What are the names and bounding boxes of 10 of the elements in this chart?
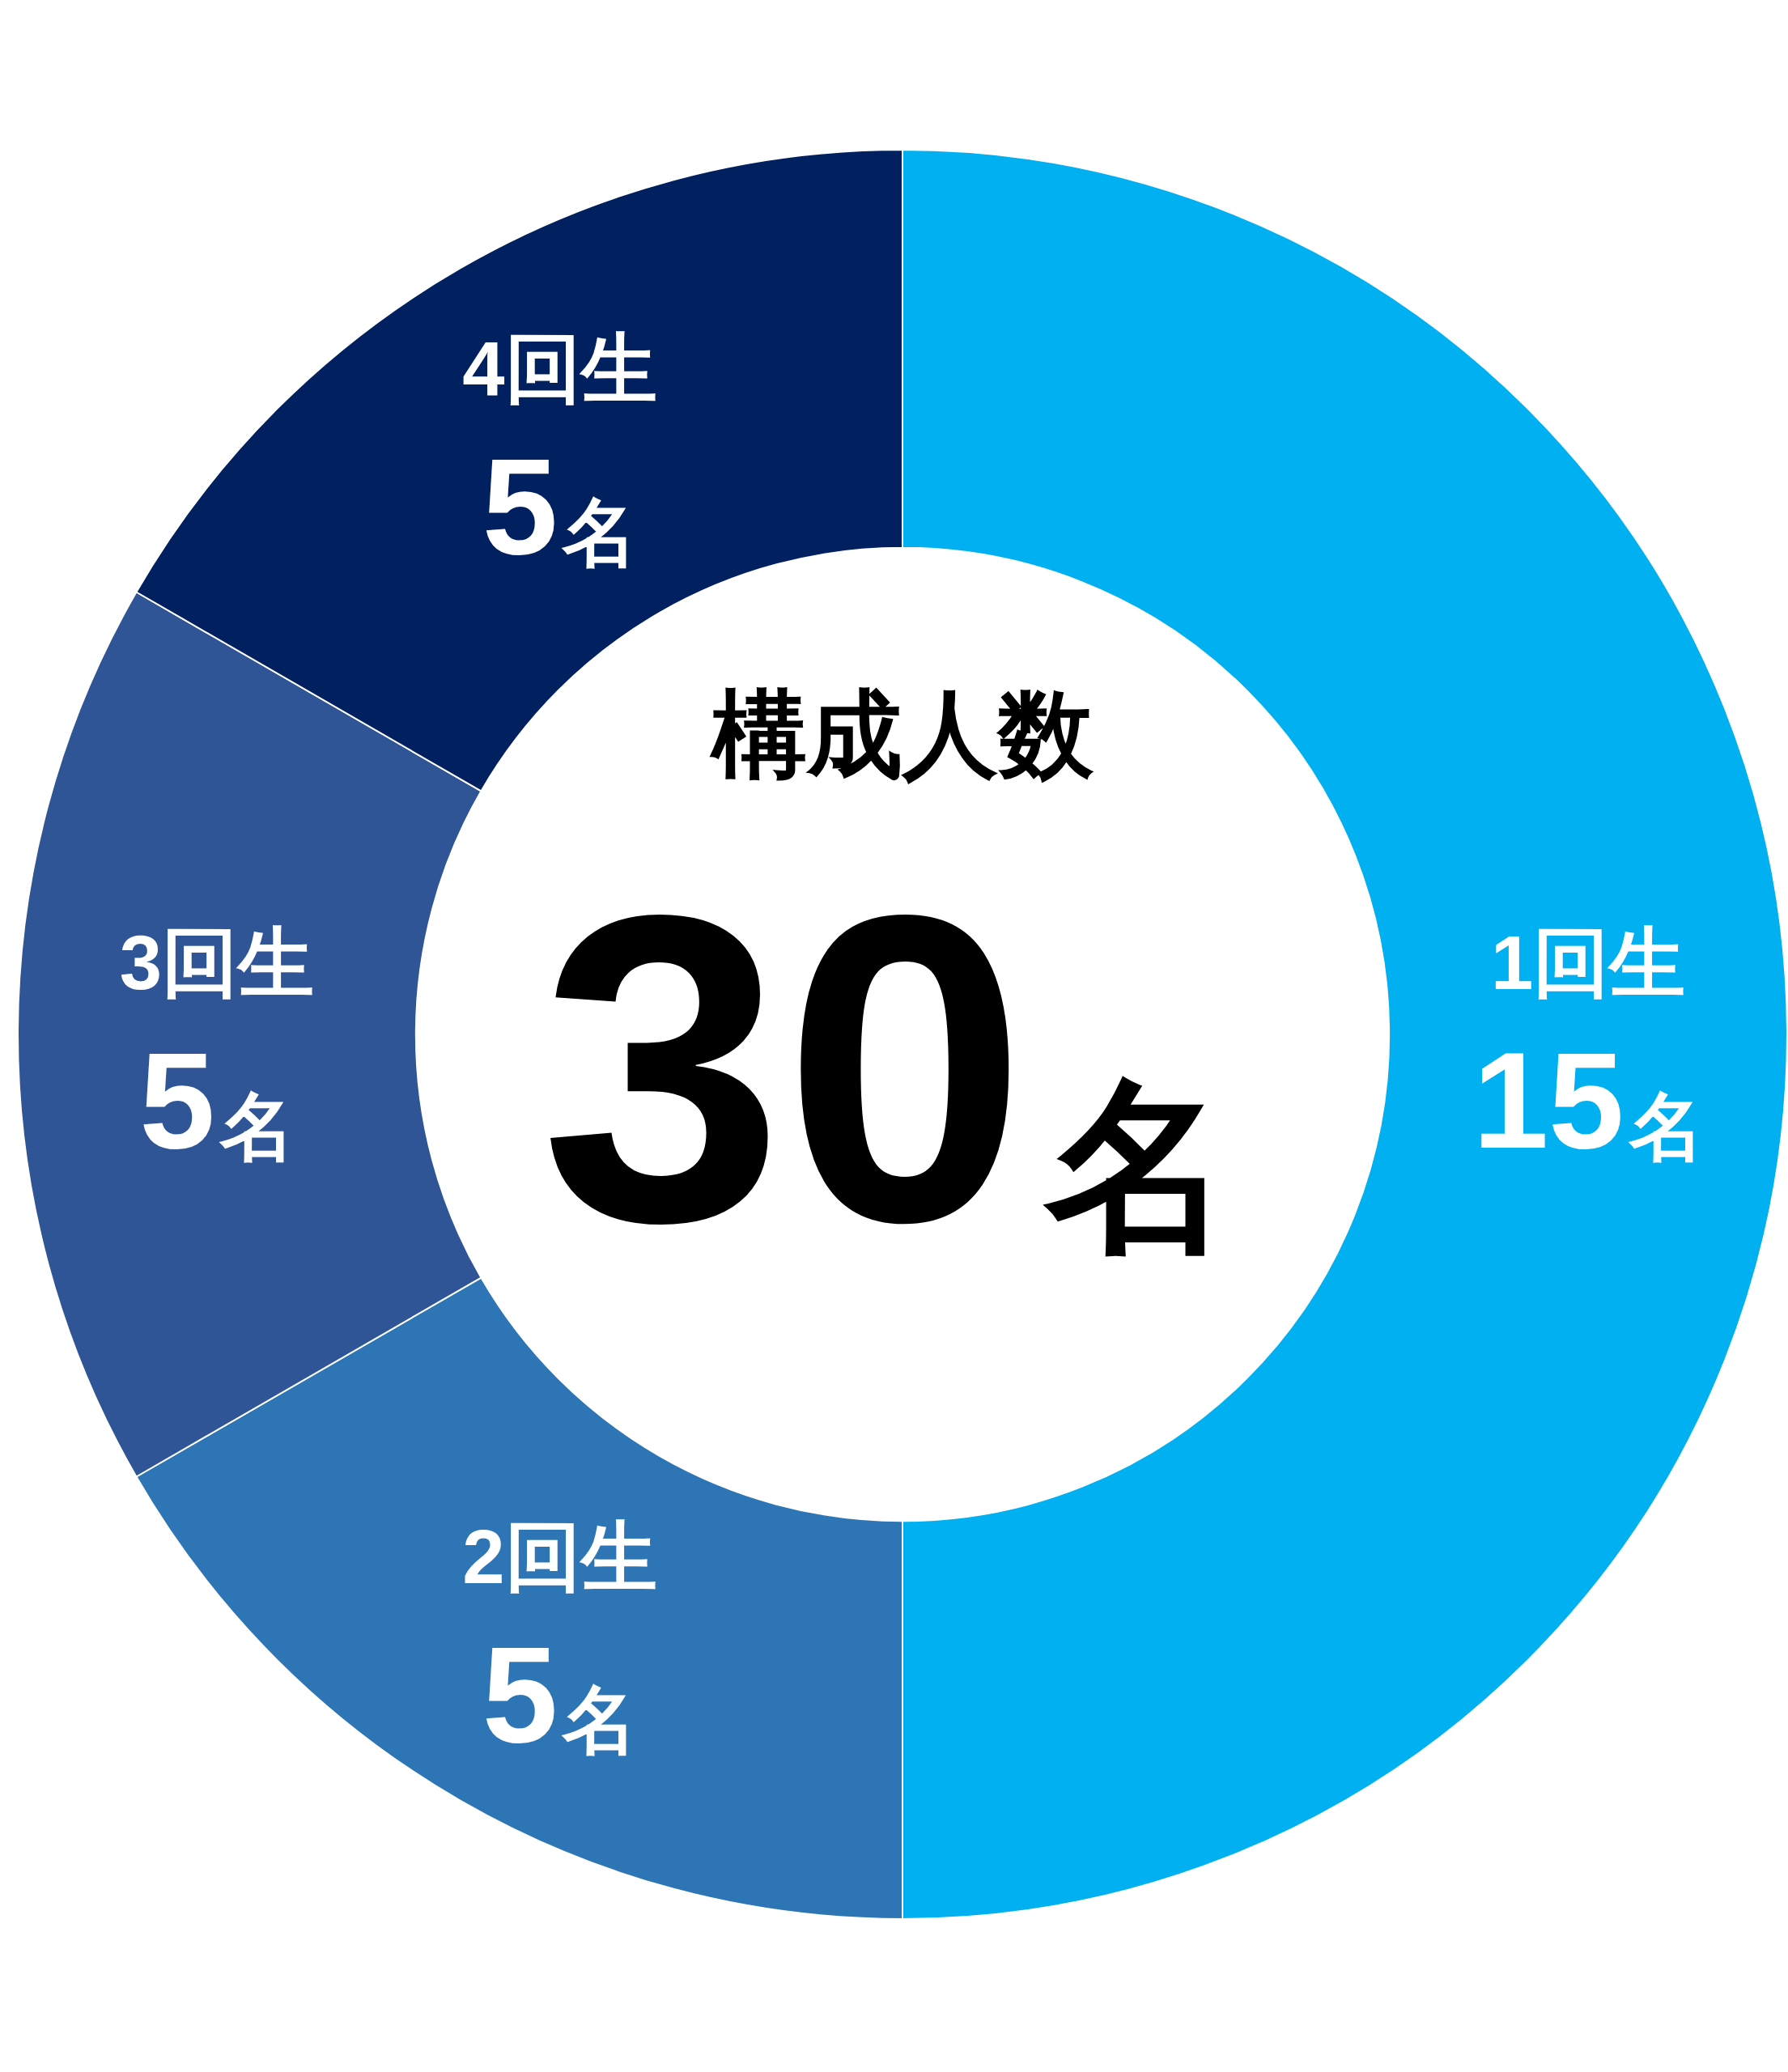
- slice-label: 2回生: [462, 1514, 657, 1599]
- data-label: 15名: [1472, 1025, 1704, 1177]
- data-label: 5名: [482, 1618, 638, 1771]
- slice-label: 3回生: [119, 920, 315, 1005]
- slice-label: 4回生: [462, 326, 657, 412]
- text: 30名: [540, 824, 1233, 1312]
- data-label: 5名: [139, 1025, 295, 1177]
- slice-label: 1回生: [1490, 920, 1686, 1005]
- data-label: 5名: [482, 431, 638, 584]
- text: 構成人数: [709, 681, 1094, 788]
